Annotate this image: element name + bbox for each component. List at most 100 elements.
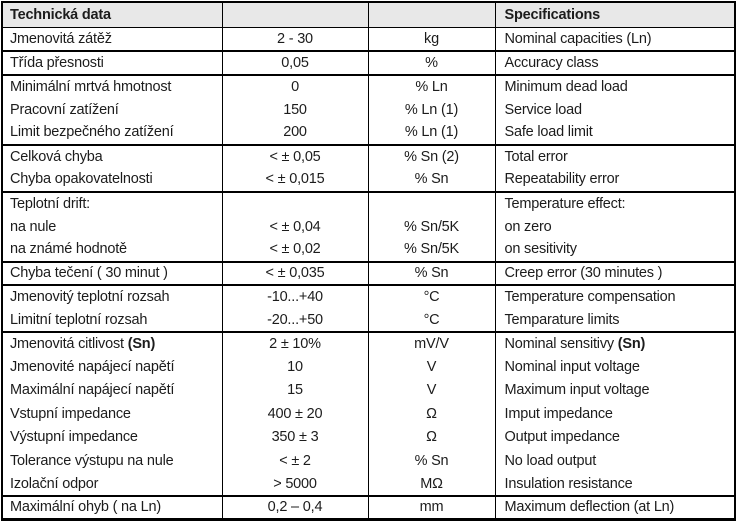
czech-label-cell: Celková chyba [2,143,222,169]
table-row: Jmenovitý teplotní rozsah -10...+40 °C T… [2,284,735,309]
table-row: Jmenovitá zátěž 2 - 30 kg Nominal capaci… [2,27,735,52]
header-unit-column [367,2,495,29]
value-cell: -20...+50 [221,308,368,333]
value-cell: > 5000 [221,472,368,497]
table-row: Tolerance výstupu na nule < ± 2 % Sn No … [2,449,735,473]
unit-cell: °C [367,308,495,333]
value-cell: -10...+40 [221,284,368,309]
table-row: Vstupní impedance 400 ± 20 Ω Imput imped… [2,402,735,426]
english-label-cell: Accuracy class [494,50,735,75]
value-cell: 0,2 – 0,4 [221,495,368,520]
czech-label-cell: Maximální napájecí napětí [10,382,175,399]
unit-cell: kg [367,27,495,52]
czech-label-cell: na známé hodnotě [10,241,127,258]
table-row: Limit bezpečného zatížení 200 % Ln (1) S… [2,121,735,145]
unit-cell: % Sn/5K [367,215,495,239]
czech-label: Jmenovitá citlivost [10,336,128,353]
unit-cell: % Sn (2) [367,143,495,169]
table-row: Chyba opakovatelnosti < ± 0,015 % Sn Rep… [2,168,735,192]
table-header-row: Technická data Specifications [2,2,735,29]
unit-cell: % Ln (1) [367,121,495,145]
czech-label-cell: Teplotní drift: [2,190,222,216]
english-label-cell: Maximum deflection (at Ln) [494,495,735,520]
value-cell: 350 ± 3 [221,425,368,450]
english-label-cell: Temperature effect: [494,190,735,216]
value-cell: < ± 0,035 [221,260,368,286]
czech-label-cell: Výstupní impedance [10,429,138,446]
czech-label-cell: Jmenovité napájecí napětí [10,358,175,375]
czech-label-cell: Vstupní impedance [10,405,131,422]
czech-label-cell: Jmenovitá zátěž [10,31,112,48]
table-row: Maximální ohyb ( na Ln) 0,2 – 0,4 mm Max… [2,495,735,520]
english-label-cell: No load output [494,449,735,473]
unit-cell: % Sn [367,260,495,286]
unit-cell: % Ln (1) [367,98,495,122]
czech-label-cell: Limitní teplotní rozsah [10,311,148,328]
czech-label-cell: Maximální ohyb ( na Ln) [2,495,222,520]
czech-label-cell: Pracovní zatížení [10,101,119,118]
value-cell: 150 [221,98,368,122]
unit-cell: V [367,379,495,403]
english-label-cell: Temperature compensation [494,284,735,309]
table-row: Maximální napájecí napětí 15 V Maximum i… [2,379,735,403]
czech-label-cell: Limit bezpečného zatížení [10,124,174,141]
value-cell: 400 ± 20 [221,402,368,426]
unit-cell: % Sn/5K [367,238,495,262]
english-label-cell: Nominal sensitivy (Sn) [494,331,735,356]
value-cell: 200 [221,121,368,145]
unit-cell: % Sn [367,168,495,192]
english-label-cell: Safe load limit [494,121,735,145]
unit-cell: mV/V [367,331,495,356]
unit-cell: Ω [367,425,495,450]
czech-label-cell: Minimální mrtvá hmotnost [2,73,222,99]
value-cell: < ± 0,05 [221,143,368,169]
unit-cell: % Ln [367,73,495,99]
unit-cell: °C [367,284,495,309]
sn-symbol-bold: (Sn) [127,336,156,353]
english-label-cell: on zero [494,215,735,239]
table-row: Třída přesnosti 0,05 % Accuracy class [2,50,735,75]
table-row: na známé hodnotě < ± 0,02 % Sn/5K on ses… [2,238,735,262]
table-row: Minimální mrtvá hmotnost 0 % Ln Minimum … [2,73,735,99]
table-row: Pracovní zatížení 150 % Ln (1) Service l… [2,98,735,122]
table-row: Výstupní impedance 350 ± 3 Ω Output impe… [2,425,735,450]
header-english-title: Specifications [494,2,735,29]
table-row: Teplotní drift: Temperature effect: [2,190,735,216]
value-cell [221,190,368,216]
english-label-cell: Total error [494,143,735,169]
header-value-column [221,2,368,29]
english-label-cell: Nominal input voltage [494,355,735,380]
czech-label-cell: Jmenovitý teplotní rozsah [2,284,222,309]
value-cell: < ± 0,015 [221,168,368,192]
english-label-cell: Output impedance [494,425,735,450]
value-cell: 15 [221,379,368,403]
english-label-cell: Imput impedance [494,402,735,426]
unit-cell: V [367,355,495,380]
value-cell: 0 [221,73,368,99]
value-cell: 2 - 30 [221,27,368,52]
value-cell: 2 ± 10% [221,331,368,356]
table-row: Izolační odpor > 5000 MΩ Insulation resi… [2,472,735,497]
table-row: Celková chyba < ± 0,05 % Sn (2) Total er… [2,143,735,169]
unit-cell: % [367,50,495,75]
sn-symbol-bold: (Sn) [617,336,646,353]
english-label-cell: Creep error (30 minutes ) [494,260,735,286]
value-cell: < ± 2 [221,449,368,473]
table-row: na nule < ± 0,04 % Sn/5K on zero [2,215,735,239]
unit-cell: Ω [367,402,495,426]
czech-label-cell: Chyba opakovatelnosti [10,171,153,188]
english-label-cell: Minimum dead load [494,73,735,99]
table-row: Jmenovitá citlivost (Sn) 2 ± 10% mV/V No… [2,331,735,356]
table-row: Limitní teplotní rozsah -20...+50 °C Tem… [2,308,735,333]
czech-label-cell: Izolační odpor [10,475,99,492]
czech-label-cell: Jmenovitá citlivost (Sn) [2,331,222,356]
czech-label-cell: Tolerance výstupu na nule [10,452,174,469]
value-cell: 10 [221,355,368,380]
header-czech-title: Technická data [2,2,222,29]
table-row: Jmenovité napájecí napětí 10 V Nominal i… [2,355,735,380]
unit-cell [367,190,495,216]
value-cell: 0,05 [221,50,368,75]
czech-label-cell: na nule [10,218,57,235]
english-label-cell: Temparature limits [494,308,735,333]
